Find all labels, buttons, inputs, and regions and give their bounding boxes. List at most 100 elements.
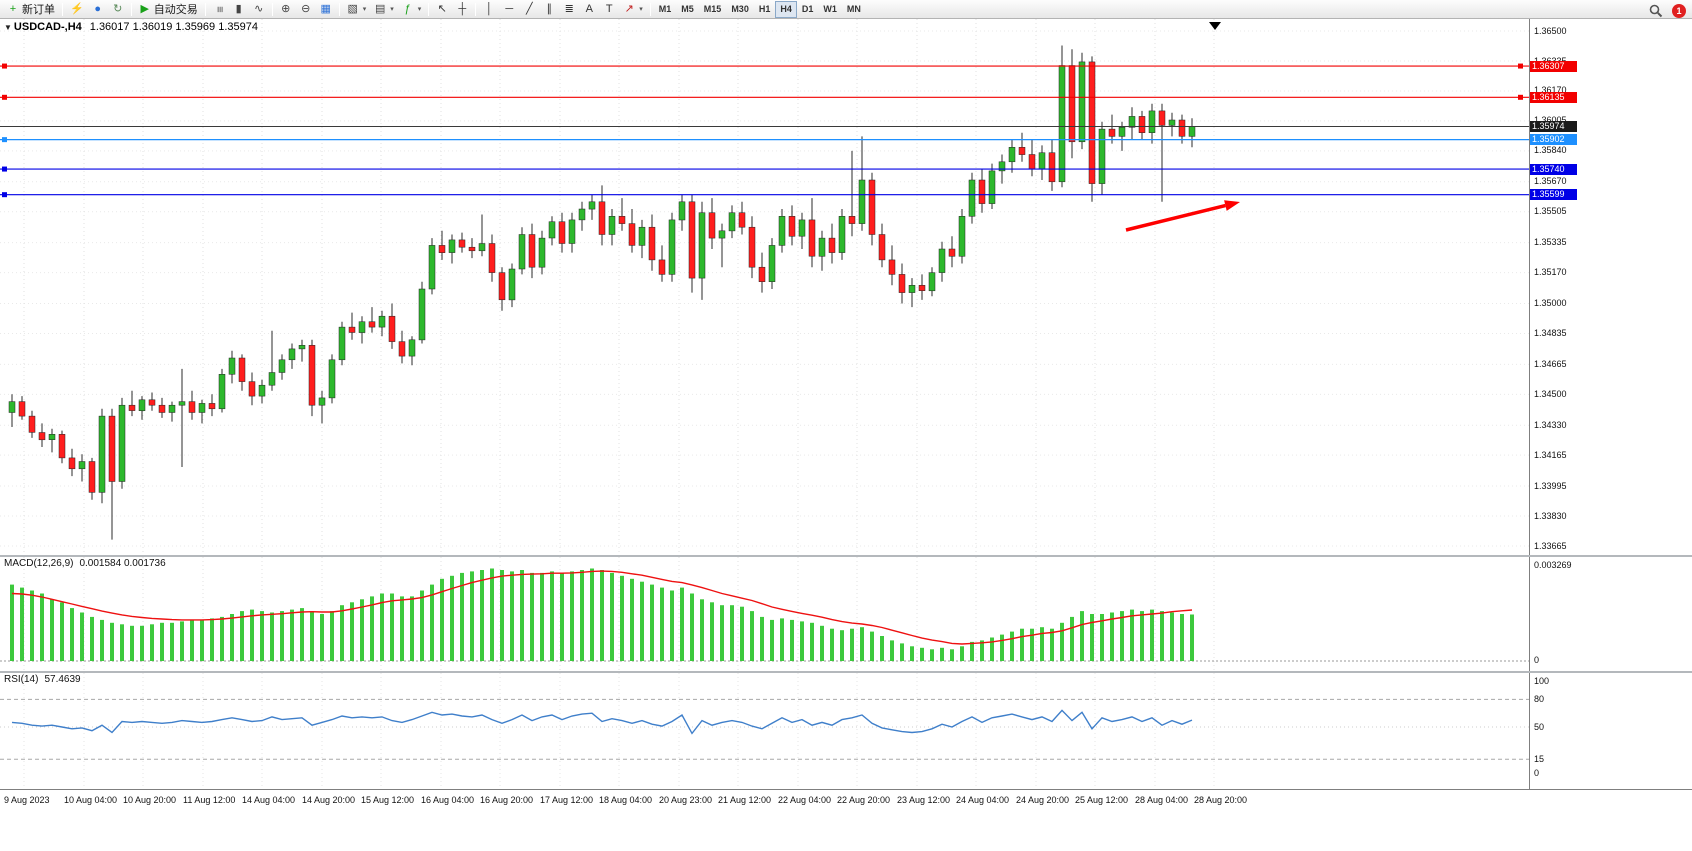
rsi-scale-label: 0: [1534, 767, 1540, 778]
crosshair-button[interactable]: ┼: [452, 1, 472, 18]
line-chart-icon: ∿: [254, 2, 264, 15]
trend-arrow-object[interactable]: [1125, 200, 1240, 232]
horizontal-line-icon: ─: [505, 2, 514, 15]
line-handle: [2, 137, 7, 143]
macd-signal-line: [11, 570, 1193, 645]
rsi-chart[interactable]: [0, 673, 1529, 789]
indicators-icon: ƒ: [404, 2, 411, 15]
vertical-line-button[interactable]: │: [479, 1, 499, 18]
line-handle: [2, 166, 7, 172]
timeframe-h4-button[interactable]: H4: [775, 0, 797, 18]
time-axis-label: 28 Aug 04:00: [1135, 795, 1189, 805]
toolbar-separator: [475, 2, 477, 16]
timeframe-m30-button[interactable]: M30: [726, 1, 754, 18]
rsi-value: 57.4639: [44, 674, 81, 685]
line-chart-button[interactable]: ∿: [249, 1, 269, 18]
chart-shift-marker[interactable]: [1209, 22, 1221, 30]
text-label-button[interactable]: T: [599, 1, 619, 18]
time-axis-label: 17 Aug 12:00: [540, 795, 594, 805]
timeframe-m5-button-label: M5: [681, 4, 694, 14]
price-scale[interactable]: 1.36500 1.36335 1.36170 1.36005 1.35840 1.356…: [1529, 19, 1692, 555]
timeframe-w1-button[interactable]: W1: [818, 1, 842, 18]
price-tick-label: 1.36005: [1534, 115, 1567, 125]
text-button[interactable]: A: [579, 1, 599, 18]
one-click-trading-button[interactable]: ⚡: [66, 1, 88, 18]
notification-badge[interactable]: 1: [1672, 3, 1686, 18]
zoom-in-button[interactable]: ⊕: [276, 1, 296, 18]
time-axis-label: 23 Aug 12:00: [897, 795, 951, 805]
bar-chart-button[interactable]: ≡: [209, 1, 229, 18]
crosshair-icon: ┼: [458, 2, 467, 15]
dropdown-arrow-icon: ▾: [390, 6, 394, 13]
panel-separator[interactable]: [0, 671, 1692, 673]
time-axis-label: 28 Aug 20:00: [1194, 795, 1248, 805]
price-tick-label: 1.33665: [1534, 540, 1567, 551]
line-handle: [2, 63, 7, 69]
price-tick-label: 1.34665: [1534, 358, 1567, 369]
price-line-badge[interactable]: 1.35902: [1530, 134, 1577, 146]
refresh-button[interactable]: ↻: [108, 1, 128, 18]
macd-chart[interactable]: [0, 557, 1529, 671]
search-button[interactable]: [1646, 2, 1666, 19]
chart-title: ▼ USDCAD-,H4 1.36017 1.36019 1.35969 1.359…: [4, 21, 258, 33]
new-order-icon: +: [9, 2, 17, 15]
toolbar-separator: [338, 2, 340, 16]
timeframe-m5-button[interactable]: M5: [676, 1, 699, 18]
price-tick-label: 1.36170: [1534, 85, 1567, 96]
chart-menu-icon[interactable]: ▼: [4, 23, 12, 32]
price-tick-label: 1.35505: [1534, 206, 1567, 217]
time-axis-label: 11 Aug 12:00: [183, 795, 236, 805]
indicators-button[interactable]: ƒ ▾: [398, 1, 426, 18]
timeframe-m30-button-label: M30: [731, 4, 749, 14]
timeframe-m1-button[interactable]: M1: [654, 1, 677, 18]
cursor-button[interactable]: ↖: [432, 1, 452, 18]
tile-windows-icon: ▦: [320, 2, 331, 15]
zoom-out-icon: ⊖: [301, 2, 311, 15]
dropdown-arrow-icon: ▾: [362, 6, 367, 13]
toolbar-separator: [130, 2, 132, 16]
timeframe-d1-button[interactable]: D1: [797, 1, 819, 18]
new-chart-button[interactable]: ▧ ▾: [343, 1, 371, 18]
toolbar: + 新订单 ⚡ ● ↻ ▶ 自动交易 ≡ ▮ ∿ ⊕ ⊖ ▦ ▧ ▾ ▤ ▾ ƒ ▾ ↖ ┼ │ ─ ╱ ∥ ≣ A T ↗ ▾ M1 M5 M…: [0, 0, 1692, 19]
time-axis[interactable]: 9 Aug 2023 10 Aug 04:00 10 Aug 20:00 11 Aug…: [0, 789, 1692, 810]
new-order-button[interactable]: + 新订单: [3, 1, 59, 18]
candlestick-chart-button[interactable]: ▮: [229, 1, 249, 18]
channel-button[interactable]: ∥: [539, 1, 559, 18]
toolbar-separator: [204, 2, 206, 16]
timeframe-h1-button[interactable]: H1: [754, 1, 776, 18]
price-line-badge[interactable]: 1.35599: [1530, 189, 1577, 201]
price-chart[interactable]: [0, 19, 1529, 555]
cursor-icon: ↖: [437, 2, 447, 15]
price-tick-label: 1.36500: [1534, 25, 1567, 36]
chart-window: 1.36500 1.36335 1.36170 1.36005 1.35840 1.356…: [0, 19, 1692, 851]
panel-separator[interactable]: [0, 555, 1692, 557]
time-axis-label: 14 Aug 20:00: [302, 795, 356, 805]
timeframe-m15-button[interactable]: M15: [699, 1, 727, 18]
price-line-badge[interactable]: 1.36307: [1530, 60, 1577, 72]
time-axis-label: 15 Aug 12:00: [361, 795, 415, 805]
auto-trading-button[interactable]: ▶ 自动交易: [135, 1, 202, 18]
price-tick-label: 1.34500: [1534, 388, 1567, 399]
new-chart-icon: ▧: [347, 2, 358, 15]
horizontal-line-button[interactable]: ─: [499, 1, 519, 18]
tile-windows-button[interactable]: ▦: [316, 1, 336, 18]
community-button[interactable]: ●: [88, 1, 108, 18]
timeframe-m15-button-label: M15: [703, 4, 722, 14]
bottom-area: [0, 810, 1692, 851]
arrows-button[interactable]: ↗ ▾: [619, 1, 647, 18]
profiles-button[interactable]: ▤ ▾: [370, 1, 398, 18]
fibonacci-button[interactable]: ≣: [559, 1, 579, 18]
current-price-badge[interactable]: 1.35974: [1530, 121, 1577, 133]
line-handle: [1518, 63, 1523, 69]
zoom-out-button[interactable]: ⊖: [296, 1, 316, 18]
rsi-label: RSI(14) 57.4639: [4, 674, 81, 685]
price-line-badge[interactable]: 1.36135: [1530, 91, 1577, 103]
rsi-scale-label: 80: [1534, 693, 1545, 704]
timeframe-mn-button[interactable]: MN: [842, 1, 866, 18]
horizontal-lines[interactable]: [0, 63, 1529, 198]
trendline-button[interactable]: ╱: [519, 1, 539, 18]
price-tick-label: 1.34165: [1534, 449, 1567, 460]
price-line-badge[interactable]: 1.35740: [1530, 163, 1577, 175]
candles[interactable]: [8, 45, 1196, 540]
